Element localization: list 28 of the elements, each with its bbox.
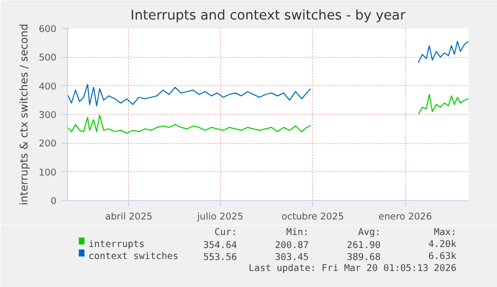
text: 4.20k [428, 239, 457, 250]
x-tick-label: octubre 2025 [282, 212, 344, 222]
text: 354.64 [203, 240, 238, 251]
x-tick-label: enero 2026 [378, 212, 432, 222]
y-tick-label: 0 [50, 196, 57, 207]
x-tick-label: julio 2025 [196, 212, 244, 222]
text: 261.90 [346, 240, 381, 251]
y-tick-label: 500 [38, 52, 57, 64]
text: Last update: Fri Mar 20 01:05:13 2026 [248, 263, 457, 274]
text: 6.63k [428, 251, 457, 262]
text: 389.68 [346, 252, 381, 263]
x-tick-label: abril 2025 [105, 212, 153, 222]
y-tick-label: 600 [38, 24, 57, 35]
legend-label: context switches [88, 251, 178, 262]
text: Min: [286, 227, 309, 238]
y-axis-title: interrupts & ctx switches / second [18, 24, 31, 206]
text: Avg: [358, 227, 381, 238]
y-tick-label: 400 [38, 81, 57, 92]
y-tick-label: 300 [38, 110, 57, 121]
text: Cur: [214, 227, 237, 238]
text: 553.56 [203, 252, 238, 263]
text: Max: [434, 227, 456, 238]
y-tick-label: 100 [38, 167, 57, 178]
text: 303.45 [275, 252, 309, 263]
legend-label: interrupts [88, 239, 145, 250]
chart-title: Interrupts and context switches - by year [130, 8, 406, 24]
y-tick-label: 200 [38, 138, 57, 150]
text: 200.87 [275, 240, 309, 251]
